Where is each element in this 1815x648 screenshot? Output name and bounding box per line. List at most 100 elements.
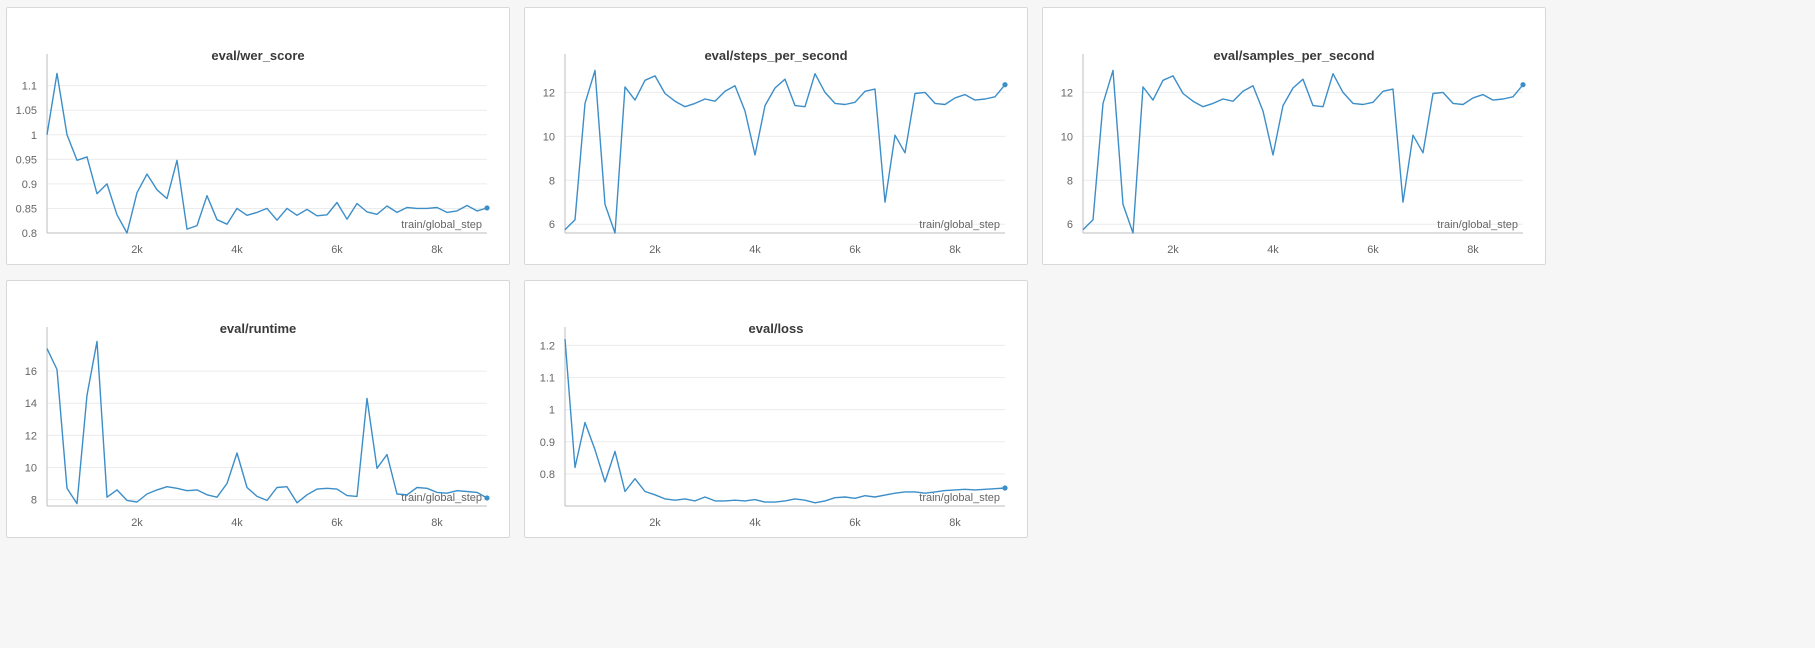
data-point[interactable]: [435, 490, 439, 494]
data-point[interactable]: [195, 488, 199, 492]
data-point[interactable]: [165, 485, 169, 489]
data-point[interactable]: [225, 482, 229, 486]
data-point[interactable]: [753, 153, 757, 157]
line-chart[interactable]: 8 10 12 14 16 2k 4k 6k 8k train/global_step: [7, 281, 511, 539]
data-point[interactable]: [1371, 100, 1375, 104]
data-point[interactable]: [1191, 99, 1195, 103]
data-point[interactable]: [235, 451, 239, 455]
data-point[interactable]: [355, 202, 359, 206]
data-point[interactable]: [1331, 72, 1335, 76]
data-point[interactable]: [325, 213, 329, 217]
data-point[interactable]: [653, 74, 657, 78]
data-point[interactable]: [155, 188, 159, 192]
data-point[interactable]: [1441, 90, 1445, 94]
data-point[interactable]: [1321, 105, 1325, 109]
data-point[interactable]: [65, 133, 69, 137]
data-point[interactable]: [135, 191, 139, 195]
data-point[interactable]: [135, 500, 139, 504]
line-chart[interactable]: 6 8 10 12 2k 4k 6k 8k train/global_step: [1043, 8, 1547, 266]
data-point[interactable]: [1471, 96, 1475, 100]
data-point[interactable]: [683, 105, 687, 109]
line-chart[interactable]: 0.8 0.9 1 1.1 1.2 2k 4k 6k 8k train/global_step: [525, 281, 1029, 539]
data-point[interactable]: [55, 71, 59, 75]
data-point[interactable]: [1341, 90, 1345, 94]
data-point[interactable]: [345, 494, 349, 498]
data-point[interactable]: [175, 486, 179, 490]
data-point[interactable]: [1111, 68, 1115, 72]
data-point[interactable]: [703, 495, 707, 499]
data-point[interactable]: [923, 90, 927, 94]
data-point[interactable]: [673, 498, 677, 502]
data-point[interactable]: [603, 202, 607, 206]
data-point[interactable]: [563, 228, 567, 232]
data-point[interactable]: [573, 465, 577, 469]
data-point[interactable]: [863, 89, 867, 93]
data-point[interactable]: [1271, 153, 1275, 157]
last-data-point[interactable]: [484, 205, 490, 211]
data-point[interactable]: [673, 99, 677, 103]
data-point[interactable]: [823, 499, 827, 503]
data-point[interactable]: [1171, 74, 1175, 78]
data-point[interactable]: [953, 488, 957, 492]
data-point[interactable]: [1211, 101, 1215, 105]
data-point[interactable]: [693, 101, 697, 105]
last-data-point[interactable]: [1520, 82, 1526, 88]
data-point[interactable]: [1281, 104, 1285, 108]
data-point[interactable]: [823, 90, 827, 94]
data-point[interactable]: [803, 498, 807, 502]
data-point[interactable]: [593, 68, 597, 72]
data-point[interactable]: [983, 97, 987, 101]
data-point[interactable]: [893, 491, 897, 495]
data-point[interactable]: [583, 101, 587, 105]
data-point[interactable]: [245, 486, 249, 490]
data-point[interactable]: [465, 203, 469, 207]
data-point[interactable]: [1201, 105, 1205, 109]
data-point[interactable]: [1381, 89, 1385, 93]
data-point[interactable]: [983, 487, 987, 491]
data-point[interactable]: [803, 105, 807, 109]
data-point[interactable]: [633, 98, 637, 102]
data-point[interactable]: [105, 182, 109, 186]
data-point[interactable]: [763, 500, 767, 504]
data-point[interactable]: [455, 489, 459, 493]
data-point[interactable]: [1101, 101, 1105, 105]
data-point[interactable]: [205, 493, 209, 497]
data-point[interactable]: [265, 206, 269, 210]
data-point[interactable]: [943, 102, 947, 106]
data-point[interactable]: [623, 490, 627, 494]
data-point[interactable]: [1231, 99, 1235, 103]
line-chart[interactable]: 6 8 10 12 2k 4k 6k 8k train/global_step: [525, 8, 1029, 266]
data-point[interactable]: [723, 499, 727, 503]
data-point[interactable]: [155, 488, 159, 492]
data-point[interactable]: [643, 490, 647, 494]
data-point[interactable]: [963, 93, 967, 97]
data-point[interactable]: [215, 218, 219, 222]
data-point[interactable]: [843, 102, 847, 106]
data-point[interactable]: [903, 151, 907, 155]
data-point[interactable]: [1361, 102, 1365, 106]
data-point[interactable]: [305, 207, 309, 211]
data-point[interactable]: [743, 109, 747, 113]
data-point[interactable]: [315, 214, 319, 218]
data-point[interactable]: [395, 492, 399, 496]
line-chart[interactable]: 0.8 0.85 0.9 0.95 1 1.05 1.1 2k 4k 6k 8k train/glob…: [7, 8, 511, 266]
data-point[interactable]: [445, 210, 449, 214]
data-point[interactable]: [933, 490, 937, 494]
data-point[interactable]: [1511, 95, 1515, 99]
data-point[interactable]: [415, 486, 419, 490]
data-point[interactable]: [75, 502, 79, 506]
data-point[interactable]: [613, 231, 617, 235]
data-point[interactable]: [893, 133, 897, 137]
data-point[interactable]: [613, 449, 617, 453]
data-point[interactable]: [1421, 151, 1425, 155]
data-point[interactable]: [733, 498, 737, 502]
data-point[interactable]: [683, 497, 687, 501]
data-point[interactable]: [1221, 97, 1225, 101]
data-point[interactable]: [1291, 86, 1295, 90]
data-point[interactable]: [1431, 91, 1435, 95]
data-point[interactable]: [873, 495, 877, 499]
data-point[interactable]: [465, 490, 469, 494]
data-point[interactable]: [973, 488, 977, 492]
data-point[interactable]: [115, 213, 119, 217]
data-point[interactable]: [1261, 109, 1265, 113]
